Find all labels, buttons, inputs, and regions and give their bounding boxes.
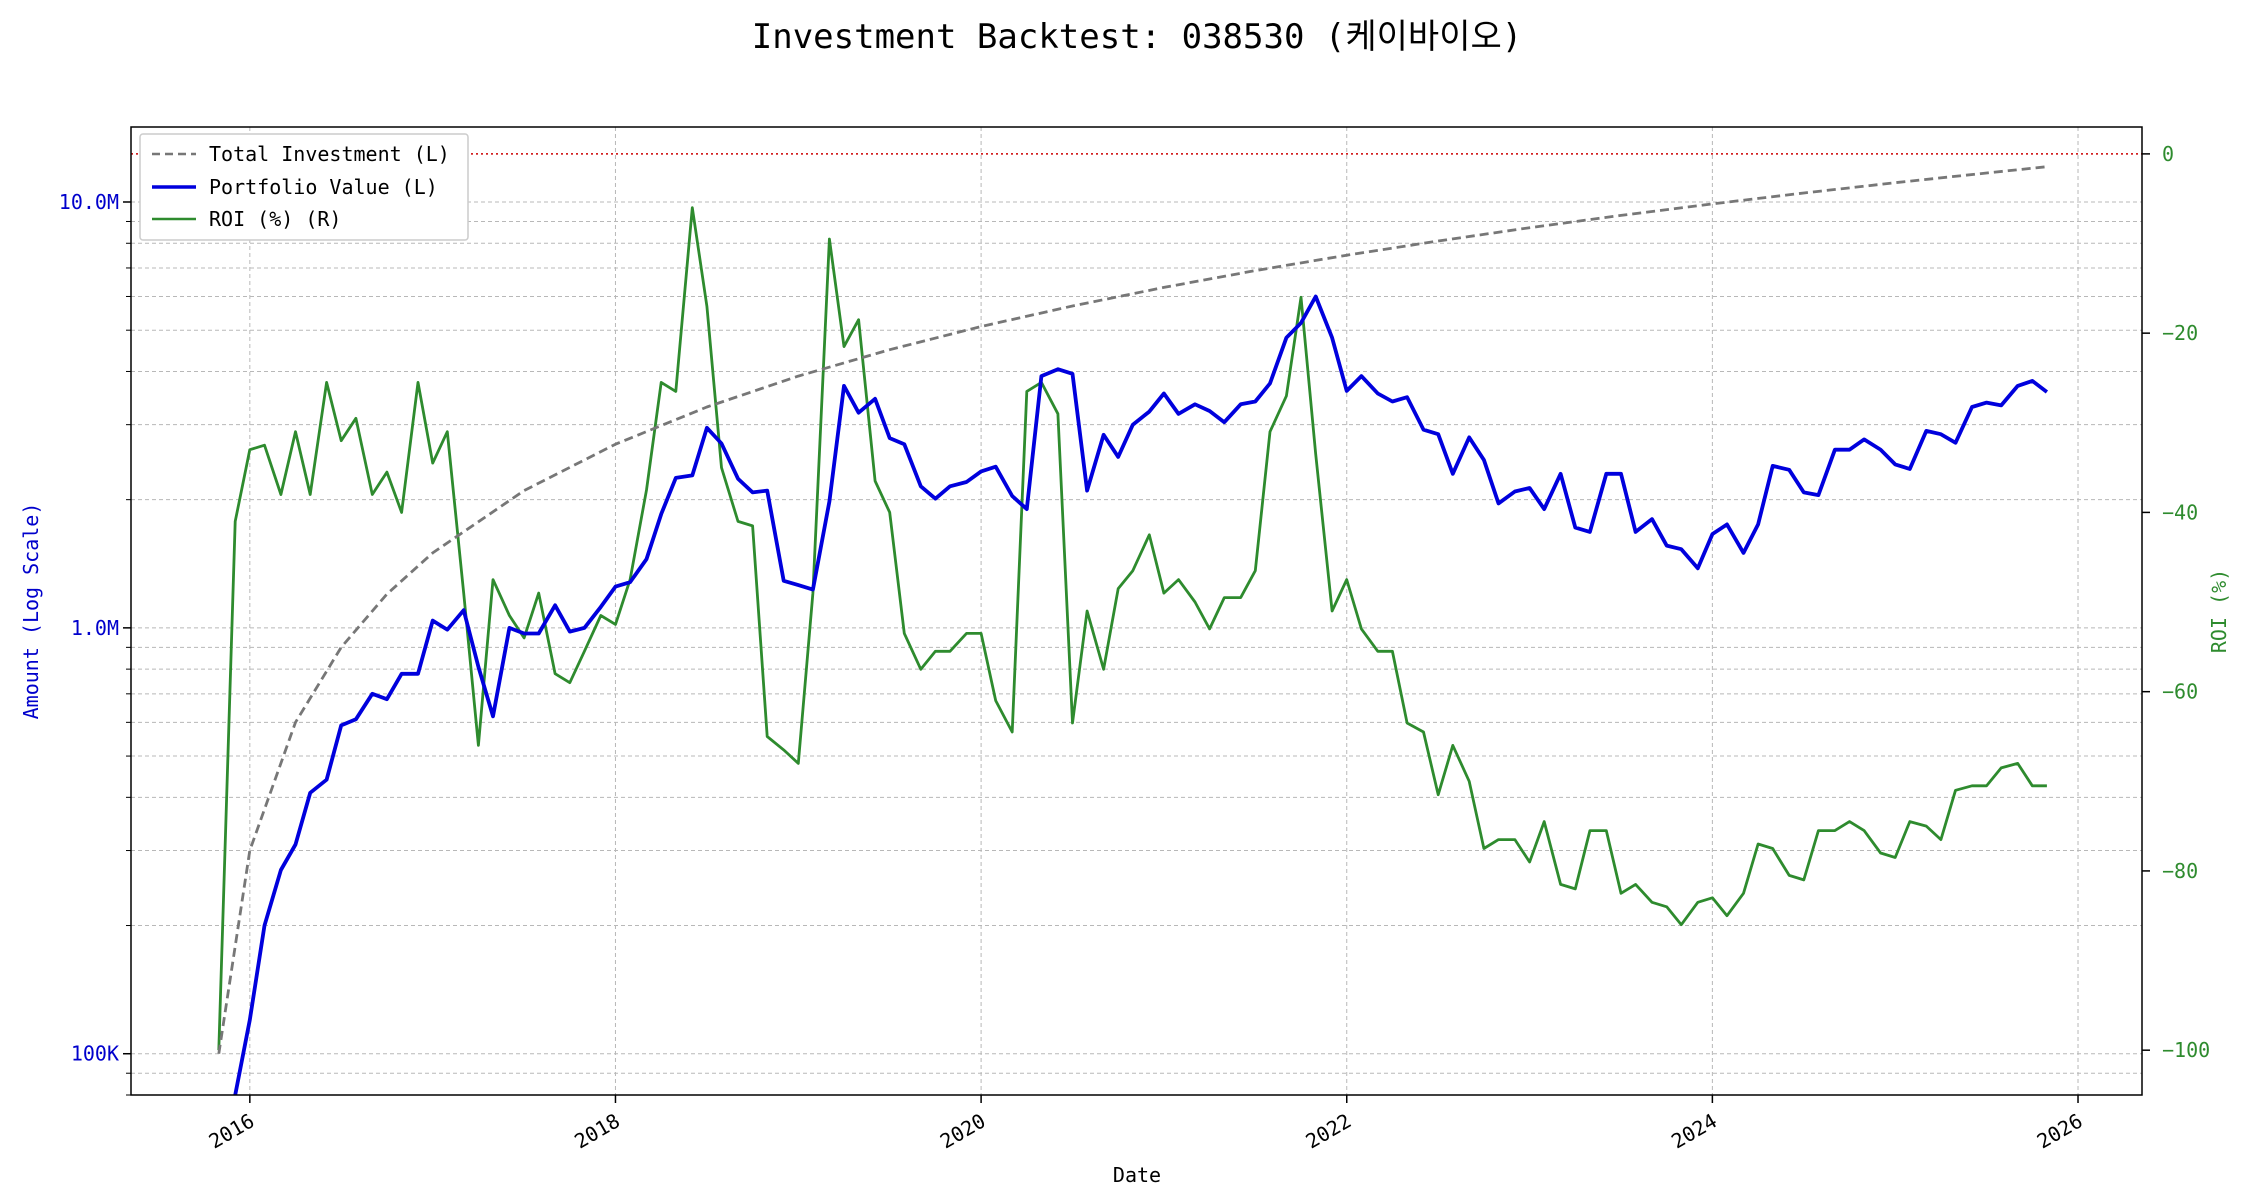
- roi-line: [217, 206, 2047, 1051]
- legend-box: [139, 133, 469, 241]
- legend-label-roi: ROI (%) (R): [209, 207, 341, 231]
- y-left-axis-label: Amount (Log Scale): [19, 503, 43, 720]
- y-right-tick-label: −40: [2162, 500, 2198, 524]
- legend: Total Investment (L) Portfolio Value (L)…: [139, 133, 469, 241]
- y-left-tick-label: 100K: [71, 1042, 119, 1066]
- legend-label-total-investment: Total Investment (L): [209, 142, 450, 166]
- total-investment-line: [217, 165, 2048, 1054]
- y-right-tick-label: −80: [2162, 859, 2198, 883]
- plot-frame: [130, 126, 2143, 1096]
- y-left-tick-label: 1.0M: [71, 616, 119, 640]
- y-right-tick-label: −60: [2162, 680, 2198, 704]
- y-right-tick-label: 0: [2162, 142, 2174, 166]
- y-right-tick-label: −100: [2162, 1038, 2210, 1062]
- x-axis-label: Date: [1113, 1163, 1161, 1187]
- legend-label-portfolio: Portfolio Value (L): [209, 175, 438, 199]
- y-right-tick-label: −20: [2162, 321, 2198, 345]
- chart-title: Investment Backtest: 038530 (케이바이오): [752, 17, 1523, 57]
- y-left-tick-label: 10.0M: [59, 190, 119, 214]
- portfolio-value-line: [233, 294, 2049, 1096]
- y-right-axis-label: ROI (%): [2207, 569, 2231, 653]
